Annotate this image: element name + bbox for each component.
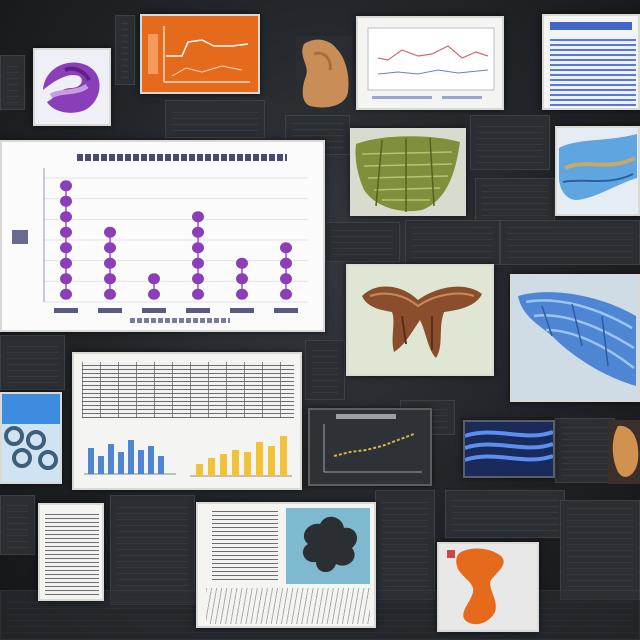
chart-dot (60, 257, 72, 269)
chart-dot (280, 257, 292, 269)
chart-dot (104, 288, 116, 300)
chart-dot (192, 242, 204, 254)
yellow-bar-chart (190, 436, 292, 477)
x-tick-label-glyphs (98, 308, 122, 313)
chart-dot (60, 288, 72, 300)
background-panel (445, 490, 565, 538)
background-panel (305, 340, 345, 400)
blue-lattice-thumbnail (0, 392, 62, 484)
background-panel (475, 178, 555, 223)
edge-image (612, 425, 639, 477)
chart-dot (148, 273, 160, 285)
tan-shape-thumbnail (296, 36, 352, 110)
background-panel (555, 418, 615, 483)
table-columns (82, 362, 294, 418)
chart-dot (192, 288, 204, 300)
blue-folds-thumbnail (510, 274, 640, 402)
background-panel (0, 495, 35, 555)
chart-dot (60, 226, 72, 238)
table-and-bar-charts-thumbnail (72, 352, 302, 490)
brown-structure-image (362, 286, 482, 358)
background-panel (165, 100, 265, 138)
chart-dot (60, 242, 72, 254)
gray-text-document-thumbnail (38, 503, 104, 601)
x-tick-label-glyphs (142, 308, 166, 313)
chart-dot (104, 242, 116, 254)
chart-dot (104, 273, 116, 285)
chart-dot (280, 242, 292, 254)
background-panel (560, 500, 640, 600)
chart-dot (60, 195, 72, 207)
line-plot-image (367, 27, 495, 99)
blue-surface-thumbnail (555, 126, 640, 216)
blue-text-document-thumbnail (542, 14, 640, 110)
chart-heading-glyphs (77, 154, 287, 161)
green-mesh-thumbnail (350, 128, 466, 216)
blue-lattice-image (2, 394, 60, 470)
background-panel (0, 55, 25, 110)
blue-folds-image (518, 292, 636, 386)
purple-molecule-image (43, 62, 100, 113)
chart-dot (60, 273, 72, 285)
background-panel (115, 15, 135, 85)
document-text-lines (212, 510, 278, 580)
brown-structure-thumbnail (346, 264, 494, 376)
blue-bands-thumbnail (463, 420, 555, 478)
background-panel (325, 222, 400, 262)
orange-plot-thumbnail (140, 14, 260, 94)
background-panel (405, 220, 500, 265)
blue-bands-image (465, 430, 553, 462)
orange-bone-image (447, 548, 504, 625)
chart-dot (236, 273, 248, 285)
chart-dot (104, 226, 116, 238)
background-panel (375, 490, 435, 600)
leaf-scan-document-thumbnail (196, 502, 376, 628)
dark-scatter-image (323, 414, 422, 473)
background-panel (500, 220, 640, 265)
featured-dot-chart (0, 140, 325, 332)
handwriting-lines (206, 588, 370, 624)
background-panel (470, 115, 550, 170)
document-text-lines (550, 36, 636, 106)
background-panel (110, 495, 195, 605)
chart-dot (280, 288, 292, 300)
dot-chart-plot (12, 168, 308, 313)
purple-molecule-thumbnail (33, 48, 111, 126)
chart-dot (236, 288, 248, 300)
blue-bar-chart (84, 440, 176, 475)
tan-shape-image (302, 39, 349, 108)
green-mesh-image (355, 136, 460, 212)
chart-dot (192, 226, 204, 238)
chart-dot (280, 273, 292, 285)
orange-plot-image (148, 26, 250, 83)
orange-bone-thumbnail (437, 542, 539, 632)
document-heading (550, 22, 632, 30)
x-tick-label-glyphs (186, 308, 210, 313)
document-text-lines (45, 511, 99, 595)
chart-dot (236, 257, 248, 269)
leaf-scan-image (286, 508, 370, 584)
chart-dot (60, 211, 72, 223)
line-plot-thumbnail (356, 16, 504, 110)
chart-dot (148, 288, 160, 300)
chart-dot (60, 180, 72, 192)
edge-thumbnail (608, 420, 640, 484)
x-tick-label-glyphs (54, 308, 78, 313)
chart-dot (192, 273, 204, 285)
chart-dot (192, 211, 204, 223)
chart-dot (192, 257, 204, 269)
y-axis-label-glyphs (12, 230, 28, 244)
chart-footer-glyphs (130, 318, 230, 323)
background-panel (0, 335, 65, 390)
x-tick-label-glyphs (274, 308, 298, 313)
dark-scatter-thumbnail (308, 408, 432, 486)
blue-surface-image (559, 134, 637, 200)
x-tick-label-glyphs (230, 308, 254, 313)
chart-dot (104, 257, 116, 269)
